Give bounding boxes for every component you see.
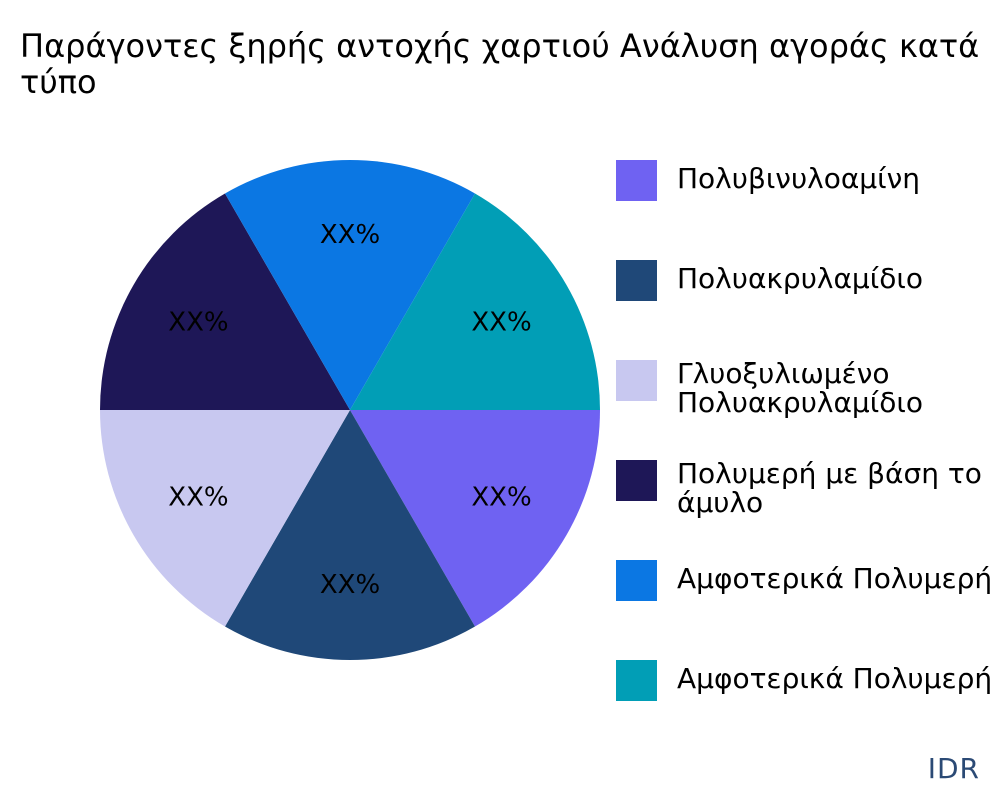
pie-slice-4 [100, 193, 350, 410]
pie-slices [100, 160, 600, 660]
pie-slice-1 [350, 410, 600, 627]
legend-label-3-line-1: Γλυοξυλιωμένο [677, 357, 890, 390]
legend-label-5-line-1: Αμφοτερικά Πολυμερή [677, 562, 993, 595]
legend-label-3: Γλυοξυλιωμένο Πολυακρυλαμίδιο [677, 359, 1000, 417]
brand-logo: IDR [927, 752, 980, 785]
pie-slice-3 [100, 410, 350, 627]
chart-title-line-2: τύπο [20, 63, 97, 100]
legend-label-4: Πολυμερή με βάση το άμυλο [677, 459, 1000, 517]
legend-label-2: Πολυακρυλαμίδιο [677, 264, 1000, 293]
legend-item-1: Πολυβινυλοαμίνη [616, 160, 1000, 210]
legend-swatch-6 [616, 660, 657, 701]
slice-label-3: XX% [168, 483, 228, 513]
legend-label-4-line-1: Πολυμερή με βάση το [677, 457, 982, 490]
legend-label-6-line-1: Αμφοτερικά Πολυμερή [677, 662, 993, 695]
legend-item-6: Αμφοτερικά Πολυμερή [616, 660, 1000, 710]
legend-item-3: Γλυοξυλιωμένο Πολυακρυλαμίδιο [616, 359, 1000, 417]
legend-label-2-line-1: Πολυακρυλαμίδιο [677, 262, 923, 295]
legend-item-2: Πολυακρυλαμίδιο [616, 260, 1000, 310]
legend-swatch-1 [616, 160, 657, 201]
slice-label-5: XX% [320, 220, 380, 250]
chart-title-line-1: Παράγοντες ξηρής αντοχής χαρτιού Ανάλυση… [20, 28, 980, 65]
legend-item-5: Αμφοτερικά Πολυμερή [616, 560, 1000, 610]
legend-swatch-3 [616, 360, 657, 401]
slice-label-6: XX% [471, 308, 531, 338]
legend-item-4: Πολυμερή με βάση το άμυλο [616, 459, 1000, 517]
slice-label-2: XX% [320, 570, 380, 600]
legend-label-1: Πολυβινυλοαμίνη [677, 164, 1000, 193]
pie-slice-6 [350, 193, 600, 410]
pie-labels: XX% XX% XX% XX% XX% XX% [168, 220, 531, 600]
legend-swatch-5 [616, 560, 657, 601]
slice-label-1: XX% [471, 483, 531, 513]
pie-slice-5 [225, 160, 475, 410]
legend: Πολυβινυλοαμίνη Πολυακρυλαμίδιο Γλυοξυλιωμ… [616, 0, 1000, 800]
legend-label-1-line-1: Πολυβινυλοαμίνη [677, 162, 920, 195]
slice-label-4: XX% [168, 308, 228, 338]
legend-swatch-4 [616, 460, 657, 501]
legend-label-6: Αμφοτερικά Πολυμερή [677, 664, 1000, 693]
pie-slice-2 [225, 410, 475, 660]
chart-title: Παράγοντες ξηρής αντοχής χαρτιού Ανάλυση… [20, 28, 1000, 100]
legend-swatch-2 [616, 260, 657, 301]
legend-label-3-line-2: Πολυακρυλαμίδιο [677, 386, 923, 419]
legend-label-4-line-2: άμυλο [677, 486, 764, 519]
legend-label-5: Αμφοτερικά Πολυμερή [677, 564, 1000, 593]
